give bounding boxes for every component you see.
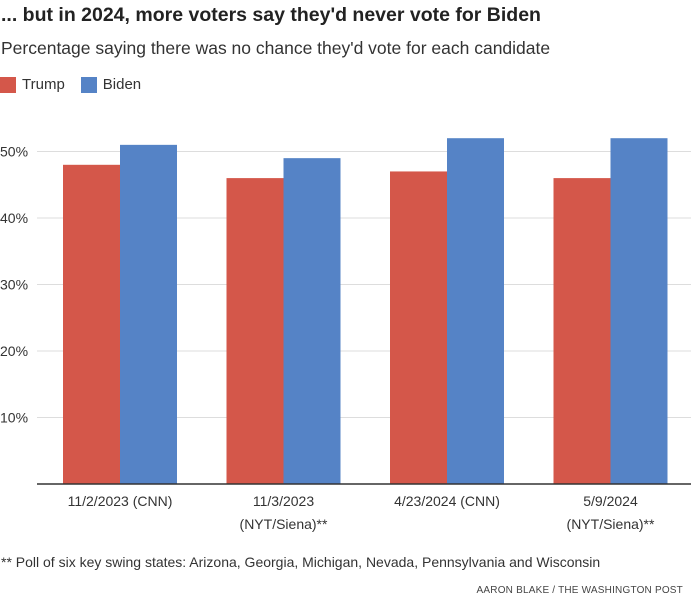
legend-label-biden: Biden bbox=[102, 76, 142, 93]
bar-biden bbox=[120, 144, 177, 484]
bar-biden bbox=[610, 138, 668, 484]
bar-trump bbox=[63, 164, 120, 485]
legend-item-biden: Biden bbox=[80, 76, 142, 93]
legend-swatch-biden bbox=[80, 76, 97, 93]
legend-swatch-trump bbox=[0, 76, 16, 93]
footnote: ** Poll of six key swing states: Arizona… bbox=[1, 554, 601, 570]
y-tick-label: 20% bbox=[0, 343, 28, 359]
bar-trump bbox=[553, 178, 611, 484]
x-tick-label: (NYT/Siena)** bbox=[567, 516, 655, 532]
bar-trump bbox=[226, 178, 284, 484]
x-tick-label: 11/3/2023 bbox=[253, 493, 314, 509]
x-tick-label: 5/9/2024 bbox=[583, 493, 638, 509]
y-tick-label: 50% bbox=[0, 144, 28, 160]
legend: Trump Biden bbox=[0, 76, 157, 93]
credit-line: AARON BLAKE / THE WASHINGTON POST bbox=[476, 585, 683, 596]
chart-title: ... but in 2024, more voters say they'd … bbox=[1, 4, 541, 26]
bar-chart: 10% 20% 30% 40% 50% 11/2/2023 (CNN) 11/3/2023 (… bbox=[0, 138, 691, 532]
y-tick-label: 40% bbox=[0, 210, 28, 226]
legend-item-trump: Trump bbox=[0, 76, 65, 93]
bar-biden bbox=[283, 158, 341, 484]
y-tick-label: 30% bbox=[0, 277, 28, 293]
y-tick-label: 10% bbox=[0, 410, 28, 426]
legend-label-trump: Trump bbox=[22, 76, 65, 93]
bar-trump bbox=[390, 171, 447, 484]
x-tick-label: 11/2/2023 (CNN) bbox=[68, 493, 173, 509]
x-tick-label: 4/23/2024 (CNN) bbox=[394, 493, 500, 509]
bar-biden bbox=[447, 138, 504, 484]
chart-subtitle: Percentage saying there was no chance th… bbox=[1, 38, 551, 58]
x-tick-label: (NYT/Siena)** bbox=[240, 516, 328, 532]
